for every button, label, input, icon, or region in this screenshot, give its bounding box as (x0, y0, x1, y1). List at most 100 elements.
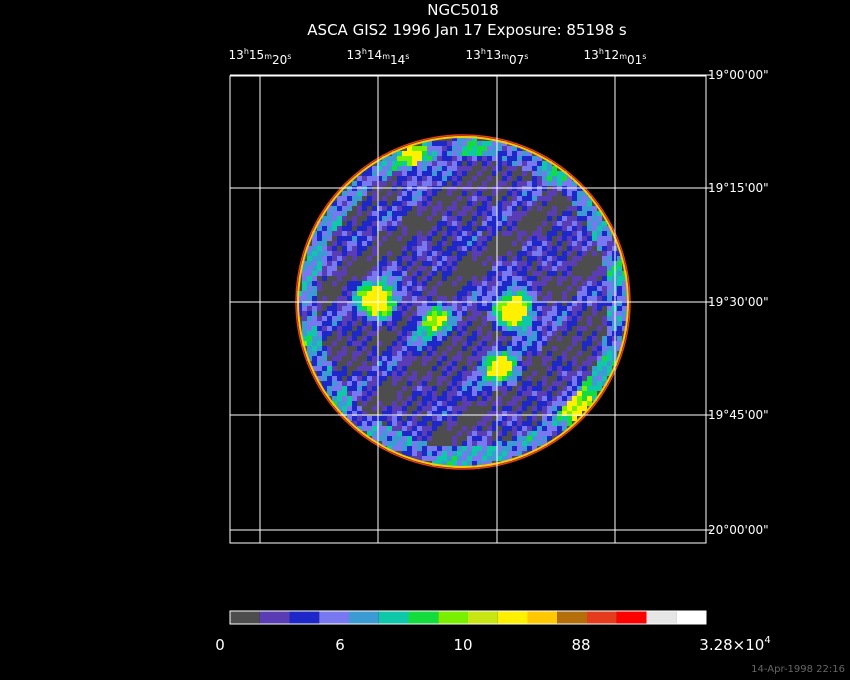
pixel (587, 231, 592, 236)
pixel (542, 251, 547, 256)
subtitle: ASCA GIS2 1996 Jan 17 Exposure: 85198 s (307, 21, 627, 39)
pixel (602, 321, 607, 326)
pixel (492, 296, 497, 301)
pixel (472, 241, 477, 246)
ra-label: 13h15m20s (229, 47, 292, 67)
pixel (472, 311, 477, 316)
pixel (432, 321, 437, 326)
pixel (382, 416, 387, 421)
pixel (602, 296, 607, 301)
pixel (557, 396, 562, 401)
pixel (562, 176, 567, 181)
pixel (507, 421, 512, 426)
pixel (587, 321, 592, 326)
pixel (562, 251, 567, 256)
pixel (357, 386, 362, 391)
pixel (362, 226, 367, 231)
pixel (602, 256, 607, 261)
pixel (407, 276, 412, 281)
pixel (387, 176, 392, 181)
pixel (407, 156, 412, 161)
pixel (482, 146, 487, 151)
pixel (312, 281, 317, 286)
pixel (482, 366, 487, 371)
pixel (392, 326, 397, 331)
pixel (577, 241, 582, 246)
pixel (527, 351, 532, 356)
pixel (552, 271, 557, 276)
pixel (532, 396, 537, 401)
pixel (487, 361, 492, 366)
pixel (317, 266, 322, 271)
pixel (567, 391, 572, 396)
pixel (582, 366, 587, 371)
pixel (572, 216, 577, 221)
pixel (467, 401, 472, 406)
pixel (487, 221, 492, 226)
pixel (432, 461, 437, 466)
pixel (412, 351, 417, 356)
pixel (477, 231, 482, 236)
pixel (362, 311, 367, 316)
pixel (427, 431, 432, 436)
ra-part: s (642, 52, 646, 61)
pixel (337, 276, 342, 281)
pixel (452, 256, 457, 261)
pixel (427, 271, 432, 276)
pixel (597, 351, 602, 356)
colorbar-label: 6 (335, 636, 345, 654)
pixel (347, 226, 352, 231)
pixel (552, 311, 557, 316)
pixel (482, 416, 487, 421)
pixel (442, 336, 447, 341)
pixel (432, 246, 437, 251)
pixel (547, 391, 552, 396)
pixel (492, 211, 497, 216)
pixel (587, 216, 592, 221)
pixel (547, 426, 552, 431)
pixel (512, 191, 517, 196)
pixel (522, 211, 527, 216)
pixel (387, 291, 392, 296)
pixel (462, 146, 467, 151)
pixel (537, 426, 542, 431)
pixel (322, 351, 327, 356)
pixel (327, 346, 332, 351)
pixel (367, 331, 372, 336)
pixel (322, 241, 327, 246)
pixel (512, 271, 517, 276)
pixel (342, 241, 347, 246)
pixel (402, 286, 407, 291)
pixel (417, 316, 422, 321)
pixel (547, 181, 552, 186)
pixel (397, 201, 402, 206)
pixel (477, 351, 482, 356)
pixel (322, 226, 327, 231)
pixel (452, 341, 457, 346)
pixel (567, 301, 572, 306)
pixel (372, 166, 377, 171)
colorbar-cell (468, 611, 498, 624)
colorbar-frame (229, 610, 707, 625)
pixel (437, 411, 442, 416)
pixel (487, 276, 492, 281)
pixel (547, 306, 552, 311)
pixel (577, 381, 582, 386)
pixel (577, 236, 582, 241)
pixel (602, 266, 607, 271)
pixel (407, 201, 412, 206)
pixel (512, 206, 517, 211)
pixel (367, 311, 372, 316)
pixel (457, 161, 462, 166)
pixel (397, 196, 402, 201)
pixel (387, 441, 392, 446)
pixel (592, 351, 597, 356)
pixel (507, 366, 512, 371)
pixel (502, 326, 507, 331)
pixel (402, 426, 407, 431)
pixel (402, 331, 407, 336)
pixel (577, 276, 582, 281)
pixel (337, 331, 342, 336)
pixel (392, 366, 397, 371)
ra-part: s (405, 52, 409, 61)
